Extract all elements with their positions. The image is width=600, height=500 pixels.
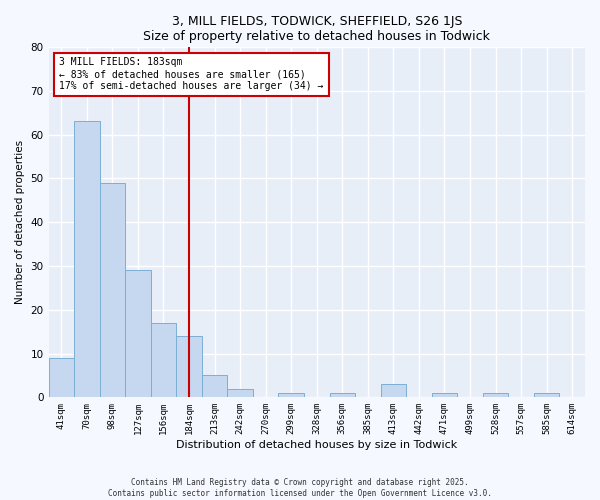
- Text: 3 MILL FIELDS: 183sqm
← 83% of detached houses are smaller (165)
17% of semi-det: 3 MILL FIELDS: 183sqm ← 83% of detached …: [59, 58, 323, 90]
- Title: 3, MILL FIELDS, TODWICK, SHEFFIELD, S26 1JS
Size of property relative to detache: 3, MILL FIELDS, TODWICK, SHEFFIELD, S26 …: [143, 15, 490, 43]
- Bar: [432, 393, 457, 398]
- Bar: [534, 393, 559, 398]
- Bar: [74, 122, 100, 398]
- Bar: [125, 270, 151, 398]
- Bar: [176, 336, 202, 398]
- Y-axis label: Number of detached properties: Number of detached properties: [15, 140, 25, 304]
- Bar: [278, 393, 304, 398]
- Bar: [329, 393, 355, 398]
- Bar: [227, 388, 253, 398]
- Text: Contains HM Land Registry data © Crown copyright and database right 2025.
Contai: Contains HM Land Registry data © Crown c…: [108, 478, 492, 498]
- X-axis label: Distribution of detached houses by size in Todwick: Distribution of detached houses by size …: [176, 440, 457, 450]
- Bar: [202, 376, 227, 398]
- Bar: [483, 393, 508, 398]
- Bar: [100, 182, 125, 398]
- Bar: [151, 323, 176, 398]
- Bar: [380, 384, 406, 398]
- Bar: [49, 358, 74, 398]
